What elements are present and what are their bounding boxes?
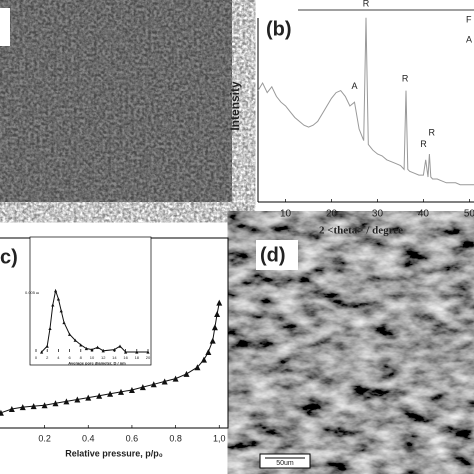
point bbox=[54, 289, 58, 293]
scale-bar-label: 50um bbox=[276, 460, 294, 467]
x-axis-label: 2 <theta> / degree bbox=[319, 225, 403, 237]
x-tick-label: 50 bbox=[464, 209, 474, 220]
point bbox=[85, 394, 92, 401]
point bbox=[118, 344, 122, 348]
point bbox=[40, 350, 44, 354]
point bbox=[124, 350, 128, 354]
point bbox=[8, 406, 15, 412]
x-tick-label: 20 bbox=[326, 209, 338, 220]
x-tick-label: 20 bbox=[146, 355, 151, 360]
data-line bbox=[257, 17, 474, 186]
point bbox=[84, 346, 88, 351]
panel-label: c) bbox=[0, 246, 18, 268]
point bbox=[194, 364, 201, 371]
point bbox=[41, 402, 48, 409]
x-tick-label: 1,0 bbox=[213, 433, 226, 443]
x-tick-label: 18 bbox=[135, 355, 140, 360]
point bbox=[135, 350, 139, 354]
point bbox=[56, 297, 60, 301]
point bbox=[96, 345, 100, 349]
point bbox=[59, 309, 63, 313]
x-tick-label: 0 bbox=[35, 355, 38, 360]
point bbox=[96, 392, 103, 399]
x-axis-label: Relative pressure, p/p₀ bbox=[65, 448, 163, 458]
x-tick-label: 12 bbox=[101, 355, 106, 360]
x-tick-label: 10 bbox=[90, 355, 95, 360]
peak-label: R bbox=[402, 73, 409, 83]
legend-text: A bbox=[466, 34, 472, 44]
x-tick-label: 40 bbox=[418, 209, 430, 220]
point bbox=[112, 348, 116, 352]
point bbox=[74, 396, 81, 403]
point bbox=[62, 320, 66, 325]
point bbox=[0, 409, 4, 416]
point bbox=[146, 350, 150, 354]
point bbox=[19, 404, 26, 411]
point bbox=[79, 343, 83, 347]
point bbox=[118, 388, 125, 395]
point bbox=[211, 324, 218, 331]
legend-text: F bbox=[466, 14, 472, 24]
x-tick-label: 0.2 bbox=[38, 433, 51, 443]
x-tick-label: 4 bbox=[57, 355, 60, 360]
sem-image-d: 50um bbox=[250, 235, 474, 474]
x-tick-label: 8 bbox=[80, 355, 83, 360]
peak-label: R bbox=[363, 0, 370, 9]
x-tick-label: 16 bbox=[123, 355, 128, 360]
point bbox=[209, 337, 216, 344]
point bbox=[101, 349, 105, 353]
y-axis-label: Intensity bbox=[228, 81, 242, 131]
point bbox=[150, 381, 157, 388]
panel-label: (b) bbox=[266, 18, 292, 40]
point bbox=[73, 338, 77, 342]
point bbox=[52, 400, 59, 407]
x-tick-label: 0.4 bbox=[82, 433, 95, 443]
x-axis-label: Average pore diameter, D / nm bbox=[68, 361, 126, 366]
point bbox=[214, 311, 221, 317]
peak-label: R bbox=[428, 127, 435, 137]
inset-background bbox=[29, 236, 152, 366]
y-tick-label: 0.005 bbox=[25, 290, 36, 295]
point bbox=[216, 299, 223, 306]
peak-label: A bbox=[352, 81, 358, 91]
point bbox=[63, 398, 70, 405]
point bbox=[51, 303, 55, 307]
panel-label: (d) bbox=[260, 244, 286, 266]
point bbox=[30, 403, 37, 410]
point bbox=[107, 390, 114, 397]
point bbox=[68, 332, 72, 336]
x-tick-label: 2 bbox=[46, 355, 49, 360]
x-tick-label: 0.6 bbox=[126, 433, 139, 443]
point bbox=[139, 384, 146, 391]
x-tick-label: 14 bbox=[112, 355, 117, 360]
point bbox=[161, 378, 168, 385]
point bbox=[205, 349, 212, 355]
x-tick-label: 10 bbox=[280, 209, 292, 220]
peak-label: R bbox=[420, 139, 427, 149]
point bbox=[200, 356, 207, 363]
point bbox=[172, 375, 179, 382]
point bbox=[48, 326, 52, 331]
point bbox=[45, 344, 49, 348]
x-tick-label: 6 bbox=[68, 355, 71, 360]
point bbox=[90, 348, 94, 352]
x-tick-label: 0.8 bbox=[169, 433, 182, 443]
point bbox=[128, 387, 135, 393]
sem-image-a bbox=[0, 0, 232, 202]
point bbox=[183, 370, 190, 377]
x-tick-label: 30 bbox=[372, 209, 384, 220]
